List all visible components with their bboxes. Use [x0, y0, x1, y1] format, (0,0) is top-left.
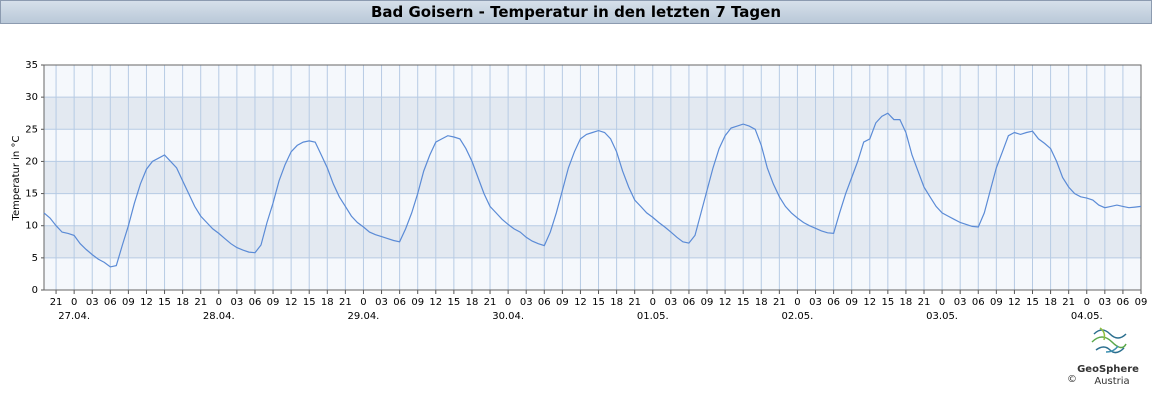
x-tick-label: 18 — [466, 297, 479, 308]
y-tick-label: 35 — [25, 60, 38, 71]
x-tick-label: 06 — [1117, 297, 1130, 308]
x-tick-label: 21 — [918, 297, 931, 308]
x-tick-label: 21 — [50, 297, 63, 308]
x-tick-label: 06 — [104, 297, 117, 308]
x-tick-label: 18 — [1044, 297, 1057, 308]
x-tick-label: 03 — [231, 297, 244, 308]
x-tick-label: 06 — [683, 297, 696, 308]
date-label: 02.05. — [782, 311, 814, 322]
logo-name: GeoSphere — [1077, 364, 1139, 375]
plot-frame — [43, 64, 1142, 291]
x-tick-label: 21 — [339, 297, 352, 308]
y-tick-label: 5 — [32, 253, 38, 264]
logo-icon — [1091, 327, 1127, 354]
x-tick-label: 15 — [737, 297, 750, 308]
x-tick-label: 15 — [592, 297, 605, 308]
x-tick-label: 09 — [556, 297, 569, 308]
x-tick-label: 0 — [939, 297, 945, 308]
x-tick-label: 0 — [794, 297, 800, 308]
x-tick-label: 0 — [1084, 297, 1090, 308]
y-tick-label: 20 — [25, 156, 38, 167]
y-tick-label: 25 — [25, 124, 38, 135]
temperature-line — [43, 112, 1142, 268]
x-tick-label: 09 — [990, 297, 1003, 308]
x-tick-label: 0 — [71, 297, 77, 308]
x-tick-label: 09 — [122, 297, 135, 308]
x-tick-label: 15 — [1026, 297, 1039, 308]
x-tick-label: 09 — [1135, 297, 1148, 308]
date-label: 04.05. — [1071, 311, 1103, 322]
x-tick-label: 06 — [249, 297, 262, 308]
x-tick-label: 03 — [809, 297, 822, 308]
x-tick-label: 12 — [285, 297, 298, 308]
x-tick-label: 06 — [972, 297, 985, 308]
x-tick-label: 18 — [755, 297, 768, 308]
x-tick-label: 15 — [881, 297, 894, 308]
x-tick-label: 21 — [773, 297, 786, 308]
y-tick-label: 0 — [32, 285, 38, 296]
x-tick-label: 0 — [505, 297, 511, 308]
x-tick-label: 12 — [1008, 297, 1021, 308]
x-tick-label: 09 — [411, 297, 424, 308]
date-label: 01.05. — [637, 311, 669, 322]
x-tick-label: 18 — [176, 297, 189, 308]
x-tick-label: 03 — [375, 297, 388, 308]
x-tick-label: 18 — [610, 297, 623, 308]
x-tick-label: 03 — [1098, 297, 1111, 308]
x-tick-label: 12 — [429, 297, 442, 308]
x-tick-label: 0 — [650, 297, 656, 308]
x-tick-label: 18 — [900, 297, 913, 308]
y-tick-label: 10 — [25, 221, 38, 232]
x-tick-label: 03 — [86, 297, 99, 308]
x-tick-label: 12 — [719, 297, 732, 308]
band — [44, 161, 1141, 194]
x-tick-label: 06 — [827, 297, 840, 308]
x-tick-label: 12 — [574, 297, 587, 308]
y-tick-label: 15 — [25, 189, 38, 200]
x-tick-label: 15 — [158, 297, 171, 308]
x-tick-label: 09 — [701, 297, 714, 308]
x-tick-label: 03 — [520, 297, 533, 308]
y-tick-label: 30 — [25, 92, 38, 103]
date-label: 30.04. — [492, 311, 524, 322]
date-label: 27.04. — [58, 311, 90, 322]
x-tick-label: 09 — [845, 297, 858, 308]
date-label: 03.05. — [926, 311, 958, 322]
date-label: 29.04. — [348, 311, 380, 322]
chart-title: Bad Goisern - Temperatur in den letzten … — [0, 0, 1152, 24]
bands — [44, 65, 1141, 290]
y-axis-label: Temperatur in °C — [11, 136, 22, 222]
x-tick-label: 21 — [484, 297, 497, 308]
copyright: © — [1067, 374, 1077, 385]
x-tick-label: 0 — [216, 297, 222, 308]
x-tick-label: 18 — [321, 297, 334, 308]
x-tick-label: 12 — [140, 297, 153, 308]
x-tick-label: 0 — [360, 297, 366, 308]
x-tick-label: 21 — [1062, 297, 1075, 308]
date-label: 28.04. — [203, 311, 235, 322]
band — [44, 97, 1141, 130]
x-tick-label: 06 — [538, 297, 551, 308]
x-tick-label: 21 — [628, 297, 641, 308]
x-tick-label: 09 — [267, 297, 280, 308]
band — [44, 225, 1141, 258]
x-tick-label: 12 — [863, 297, 876, 308]
x-tick-label: 21 — [194, 297, 207, 308]
logo-sub: Austria — [1094, 376, 1129, 387]
x-tick-label: 06 — [393, 297, 406, 308]
x-tick-label: 15 — [303, 297, 316, 308]
x-tick-label: 03 — [954, 297, 967, 308]
x-tick-label: 15 — [448, 297, 461, 308]
x-tick-label: 03 — [664, 297, 677, 308]
